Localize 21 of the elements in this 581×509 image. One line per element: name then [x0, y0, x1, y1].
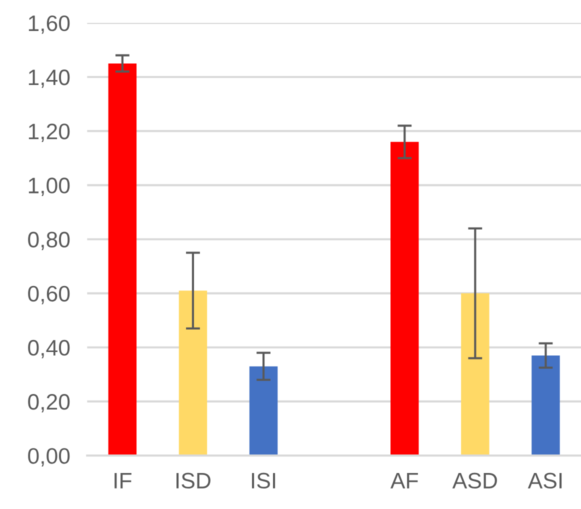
bar	[390, 142, 419, 456]
y-tick-label: 1,60	[28, 15, 70, 34]
y-tick-label: 0,80	[28, 232, 70, 250]
y-tick-label: 0,40	[28, 340, 70, 358]
bar	[461, 293, 490, 456]
bar	[178, 290, 208, 456]
x-tick-label: IF	[114, 473, 132, 488]
y-tick-label: 0,20	[28, 394, 70, 412]
y-tick-label: 1,40	[28, 70, 70, 88]
bar	[532, 356, 560, 456]
x-tick-label: ASI	[528, 472, 562, 489]
x-tick-label: ISI	[252, 472, 276, 489]
y-tick-label: 0,00	[28, 448, 70, 466]
y-tick-label: 1,20	[28, 124, 70, 142]
x-tick-label: ASD	[452, 472, 497, 489]
bar	[249, 366, 278, 456]
x-tick-label: AF	[390, 473, 418, 488]
bar	[108, 63, 137, 456]
x-tick-label: ISD	[176, 472, 210, 489]
y-tick-label: 1,00	[28, 178, 70, 196]
y-tick-label: 0,60	[28, 286, 70, 304]
